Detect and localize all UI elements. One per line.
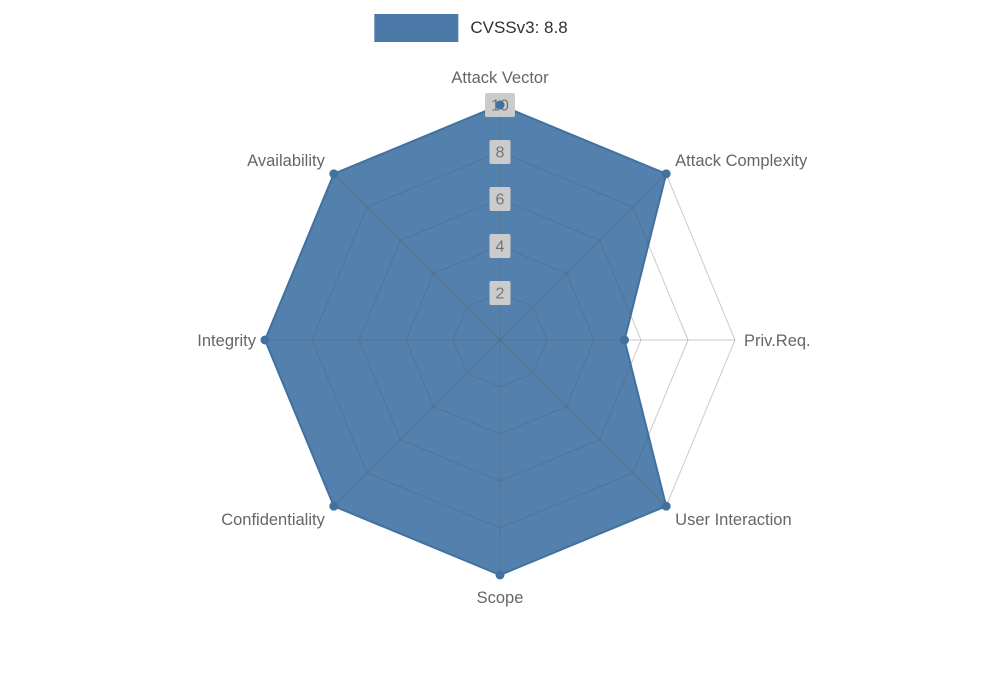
legend-label: CVSSv3: 8.8 [470,18,568,37]
legend-swatch [374,14,459,42]
grid-ring-6 [358,198,642,482]
data-area-cvssv3-8-8 [265,105,667,575]
axis-label-user-interaction: User Interaction [675,511,791,529]
axis-spoke-attack-complexity [499,173,667,341]
axis-label-availability: Availability [247,152,325,170]
axis-spoke-confidentiality [333,339,501,507]
tick-box-8 [489,140,511,164]
tick-text-6: 6 [496,192,505,209]
data-point-user-interaction [661,501,671,511]
tick-text-4: 4 [496,239,505,256]
axis-spoke-user-interaction [499,339,667,507]
grid-ring-2 [452,292,548,388]
axis-label-integrity: Integrity [197,332,256,350]
axis-label-priv-req: Priv.Req. [744,332,811,350]
tick-label-4: 4 [489,234,511,258]
data-point-availability [329,169,339,179]
tick-text-2: 2 [496,286,505,303]
grid-ring-4 [405,245,595,435]
tick-label-6: 6 [489,187,511,211]
data-point-scope [495,570,505,580]
axis-label-scope: Scope [477,589,524,607]
tick-text-8: 8 [496,145,505,162]
tick-label-8: 8 [489,140,511,164]
axis-spoke-availability [333,173,501,341]
tick-box-6 [489,187,511,211]
data-point-priv-req [620,335,630,345]
tick-box-4 [489,234,511,258]
data-point-integrity [260,335,270,345]
axis-label-confidentiality: Confidentiality [221,511,325,529]
tick-box-2 [489,281,511,305]
data-point-attack-complexity [661,169,671,179]
tick-label-2: 2 [489,281,511,305]
data-point-attack-vector [495,100,505,110]
grid-ring-8 [311,151,689,529]
data-point-confidentiality [329,501,339,511]
axis-label-attack-vector: Attack Vector [451,69,549,87]
legend[interactable]: CVSSv3: 8.8 [374,14,568,42]
axis-label-attack-complexity: Attack Complexity [675,152,808,170]
